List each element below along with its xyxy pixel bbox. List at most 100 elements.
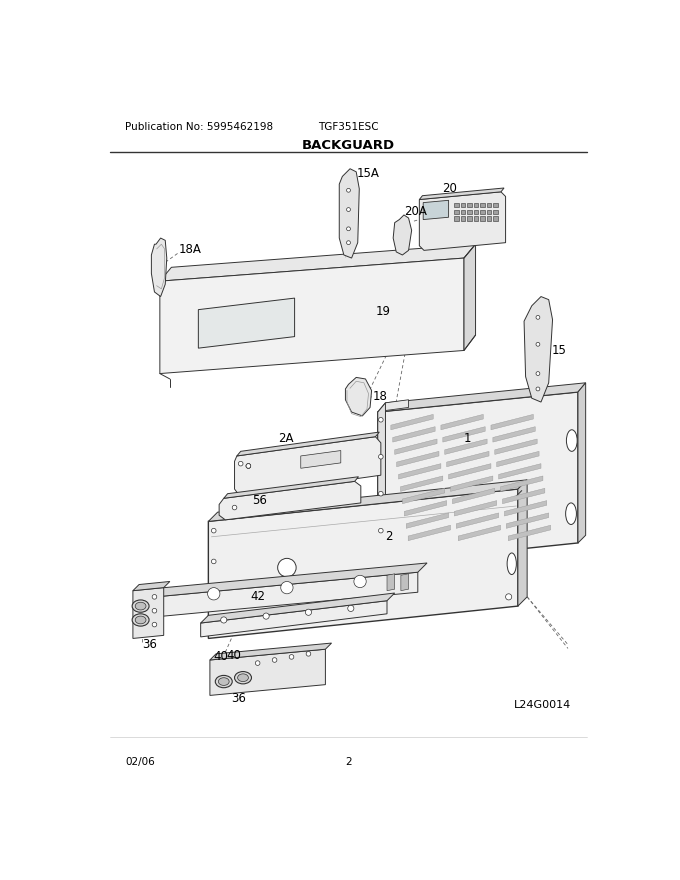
Ellipse shape	[216, 676, 233, 688]
Bar	[487, 209, 492, 214]
Polygon shape	[500, 476, 543, 491]
Text: 20: 20	[443, 182, 458, 195]
Ellipse shape	[135, 602, 146, 610]
Polygon shape	[160, 258, 464, 373]
Polygon shape	[403, 488, 445, 503]
Bar	[460, 202, 465, 207]
Polygon shape	[139, 590, 148, 619]
Polygon shape	[378, 383, 585, 412]
Polygon shape	[210, 649, 326, 695]
Polygon shape	[423, 201, 449, 219]
Circle shape	[536, 342, 540, 346]
Bar	[454, 202, 458, 207]
Bar	[480, 216, 485, 221]
Polygon shape	[235, 436, 381, 495]
Circle shape	[347, 227, 350, 231]
Text: 15A: 15A	[356, 167, 379, 180]
Text: 36: 36	[142, 638, 157, 651]
Text: 40: 40	[227, 649, 241, 662]
Ellipse shape	[218, 678, 229, 686]
Bar	[460, 216, 465, 221]
Circle shape	[347, 188, 350, 192]
Polygon shape	[387, 574, 394, 590]
Bar	[460, 209, 465, 214]
Circle shape	[211, 528, 216, 533]
Polygon shape	[498, 464, 541, 479]
Text: 36: 36	[231, 692, 246, 705]
Polygon shape	[378, 403, 386, 564]
Text: Publication No: 5995462198: Publication No: 5995462198	[125, 122, 273, 132]
Circle shape	[152, 622, 157, 627]
Circle shape	[207, 588, 220, 600]
Polygon shape	[224, 477, 358, 498]
Circle shape	[214, 627, 221, 633]
Polygon shape	[518, 480, 527, 606]
Circle shape	[277, 558, 296, 577]
Circle shape	[379, 454, 383, 459]
Circle shape	[306, 651, 311, 656]
Ellipse shape	[235, 671, 252, 684]
Circle shape	[152, 608, 157, 613]
Text: 02/06: 02/06	[125, 758, 155, 767]
Bar	[454, 216, 458, 221]
Bar	[474, 202, 478, 207]
Polygon shape	[393, 215, 411, 255]
Polygon shape	[339, 169, 359, 258]
Polygon shape	[578, 383, 585, 543]
Circle shape	[211, 590, 216, 595]
Polygon shape	[401, 574, 409, 590]
Polygon shape	[443, 427, 485, 442]
Circle shape	[347, 208, 350, 211]
Circle shape	[246, 464, 251, 468]
Polygon shape	[447, 451, 489, 466]
Polygon shape	[396, 451, 439, 466]
Circle shape	[379, 491, 383, 496]
Polygon shape	[507, 513, 549, 528]
Bar	[493, 202, 498, 207]
Ellipse shape	[566, 502, 577, 524]
Bar	[480, 202, 485, 207]
Circle shape	[536, 315, 540, 319]
Circle shape	[281, 582, 293, 594]
Bar	[474, 209, 478, 214]
Polygon shape	[386, 400, 409, 410]
Circle shape	[536, 387, 540, 391]
Polygon shape	[456, 513, 498, 528]
Bar	[493, 209, 498, 214]
Polygon shape	[160, 244, 475, 282]
Text: 20A: 20A	[404, 205, 427, 218]
Bar	[467, 216, 472, 221]
Polygon shape	[505, 501, 547, 516]
Polygon shape	[420, 188, 504, 200]
Polygon shape	[301, 451, 341, 468]
Polygon shape	[210, 643, 332, 660]
Polygon shape	[451, 476, 493, 491]
Circle shape	[354, 576, 367, 588]
Bar	[480, 209, 485, 214]
Polygon shape	[441, 414, 483, 429]
Polygon shape	[401, 476, 443, 491]
Text: L24G0014: L24G0014	[514, 700, 571, 709]
Circle shape	[239, 461, 243, 466]
Ellipse shape	[566, 429, 577, 451]
Polygon shape	[391, 414, 433, 429]
Polygon shape	[420, 192, 505, 250]
Polygon shape	[464, 244, 475, 350]
Ellipse shape	[132, 600, 149, 612]
Circle shape	[536, 371, 540, 376]
Polygon shape	[449, 464, 491, 479]
Circle shape	[305, 609, 311, 615]
Text: 19: 19	[375, 305, 390, 319]
Polygon shape	[458, 525, 500, 540]
Circle shape	[347, 605, 354, 612]
Polygon shape	[454, 501, 496, 516]
Polygon shape	[408, 525, 451, 540]
Polygon shape	[491, 414, 533, 429]
Bar	[454, 209, 458, 214]
Polygon shape	[345, 378, 371, 416]
Circle shape	[347, 241, 350, 245]
Circle shape	[379, 417, 383, 422]
Text: 18: 18	[373, 390, 388, 403]
Text: 2: 2	[345, 758, 352, 767]
Circle shape	[152, 595, 157, 599]
